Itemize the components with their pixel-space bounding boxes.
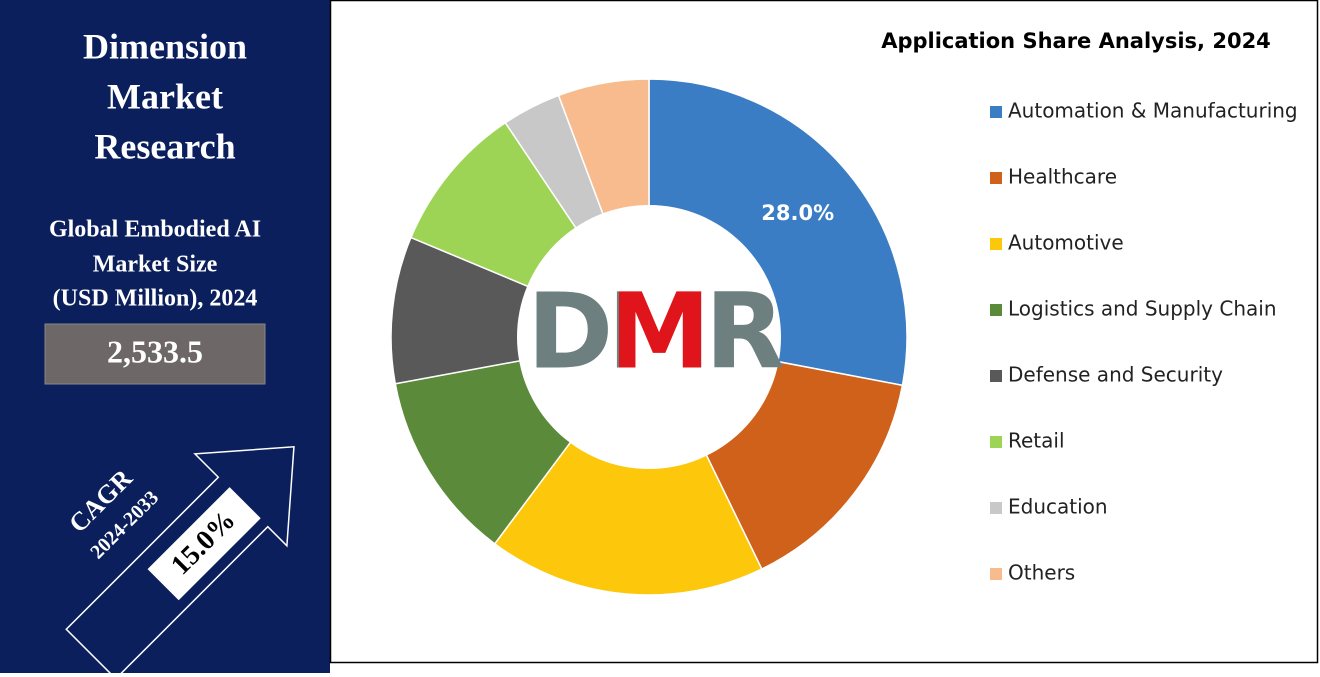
legend-label: Education <box>1008 495 1108 519</box>
legend-label: Retail <box>1008 429 1065 453</box>
legend-label: Healthcare <box>1008 165 1117 189</box>
brand: Research <box>94 126 235 166</box>
legend-label: Logistics and Supply Chain <box>1008 297 1277 321</box>
brand: Dimension <box>83 26 247 66</box>
brand: Market <box>107 76 223 116</box>
legend-swatch <box>990 106 1002 118</box>
size-box <box>44 323 266 385</box>
legend-label: Automotive <box>1008 231 1124 255</box>
subtitle: Market Size <box>93 252 218 278</box>
legend-label: Defense and Security <box>1008 363 1223 387</box>
market-size: 2,533.5 <box>107 333 203 369</box>
chart-title: Application Share Analysis, 2024 <box>881 29 1271 53</box>
legend-label: Others <box>1008 561 1075 585</box>
logo: DMR <box>527 270 783 392</box>
legend-swatch <box>990 304 1002 316</box>
legend-swatch <box>990 172 1002 184</box>
subtitle: (USD Million), 2024 <box>53 286 258 312</box>
legend-swatch <box>990 238 1002 250</box>
donut-hole <box>517 205 781 469</box>
legend-label: Automation & Manufacturing <box>1008 99 1298 123</box>
legend-swatch <box>990 370 1002 382</box>
legend-swatch <box>990 502 1002 514</box>
subtitle: Global Embodied AI <box>49 217 261 243</box>
legend-swatch <box>990 568 1002 580</box>
cagr-box <box>147 487 261 601</box>
arrow-outline <box>65 446 295 677</box>
value-label: 28.0% <box>761 201 834 225</box>
legend-swatch <box>990 436 1002 448</box>
